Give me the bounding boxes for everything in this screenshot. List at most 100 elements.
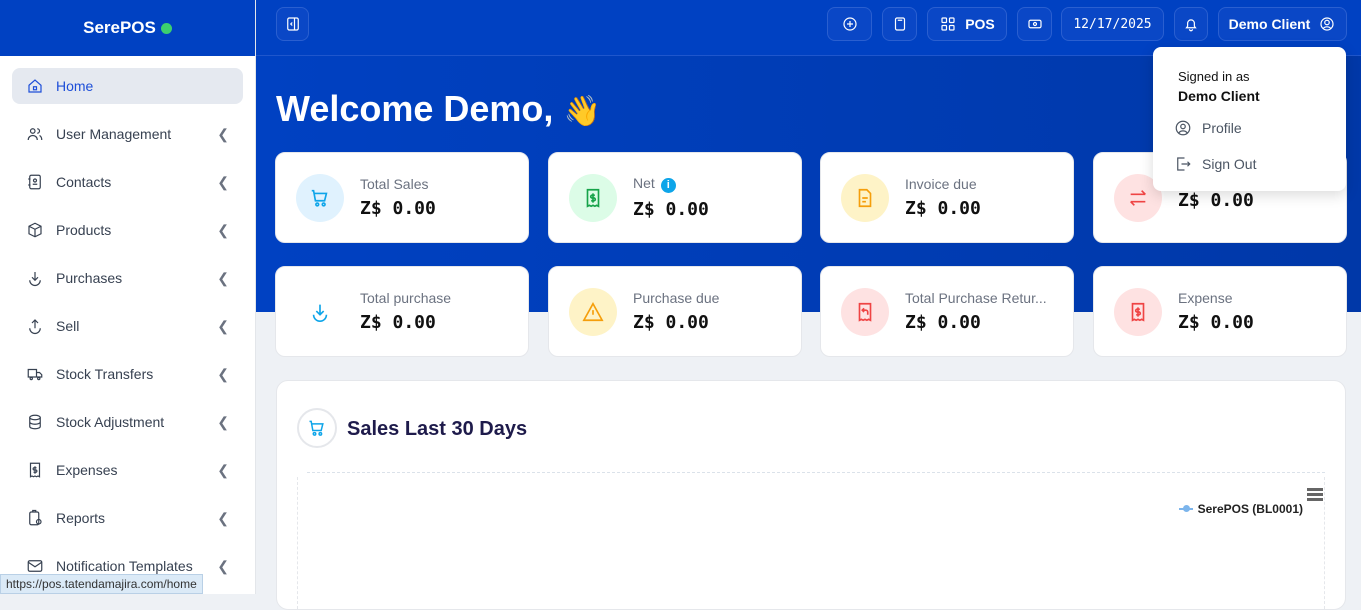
cash-icon (1027, 19, 1042, 29)
warning-icon (569, 287, 617, 336)
file-icon (841, 173, 889, 222)
legend-marker (1178, 505, 1193, 512)
stat-value: Z$ 0.00 (905, 198, 981, 219)
sidebar-item-sell[interactable]: Sell ❮ (12, 308, 243, 344)
chevron-left-icon: ❮ (217, 365, 229, 382)
toggle-sidebar-button[interactable] (276, 7, 309, 41)
chart-menu-button[interactable] (1307, 488, 1323, 501)
stat-label: Purchase due (633, 290, 720, 306)
sign-out-icon (1177, 157, 1191, 171)
sidebar-item-expenses[interactable]: Expenses ❮ (12, 452, 243, 488)
sidebar-item-reports[interactable]: Reports ❮ (12, 500, 243, 536)
truck-icon (27, 368, 43, 381)
box-icon (28, 222, 42, 238)
chevron-left-icon: ❮ (217, 221, 229, 238)
sidebar-item-label: Reports (56, 510, 106, 526)
sidebar-item-label: Expenses (56, 462, 118, 478)
user-circle-icon (1175, 120, 1191, 136)
stat-value: Z$ 0.00 (633, 199, 709, 220)
stat-card: Expense Z$ 0.00 (1093, 266, 1347, 357)
sidebar-item-purchases[interactable]: Purchases ❮ (12, 260, 243, 296)
upload-icon (29, 319, 41, 335)
contacts-icon (28, 174, 41, 190)
user-dropdown: Signed in as Demo Client Profile Sign Ou… (1153, 47, 1346, 191)
divider (307, 472, 1325, 473)
sidebar-item-label: Contacts (56, 174, 112, 190)
sign-out-menu-item[interactable]: Sign Out (1174, 146, 1346, 182)
sidebar-nav: Home User Management ❮ Contacts ❮ Products ❮ Pu… (0, 56, 255, 608)
info-icon[interactable]: i (660, 178, 676, 193)
stat-label: Invoice due (905, 176, 977, 192)
chevron-left-icon: ❮ (217, 413, 229, 430)
download-icon (296, 287, 344, 336)
receipt-icon (29, 462, 41, 478)
chevron-left-icon: ❮ (217, 461, 229, 478)
sidebar-item-products[interactable]: Products ❮ (12, 212, 243, 248)
chart-title: Sales Last 30 Days (347, 418, 528, 440)
sidebar-item-label: Purchases (56, 270, 123, 286)
stat-value: Z$ 0.00 (360, 198, 436, 219)
stat-label: Expense (1178, 290, 1233, 306)
sidebar-item-label: Stock Transfers (56, 366, 154, 382)
download-icon (29, 272, 41, 287)
sidebar-item-label: Products (56, 222, 112, 238)
user-circle-icon (1320, 17, 1334, 31)
stat-label: Total Sales (360, 176, 429, 192)
stat-card: Purchase due Z$ 0.00 (548, 266, 802, 357)
sidebar-item-contacts[interactable]: Contacts ❮ (12, 164, 243, 200)
calculator-button[interactable] (882, 7, 917, 41)
report-icon (29, 509, 42, 526)
chevron-left-icon: ❮ (217, 317, 229, 334)
stat-value: Z$ 0.00 (633, 312, 709, 333)
welcome-heading: Welcome Demo, 👋 (276, 88, 601, 129)
users-icon (27, 128, 43, 141)
stat-value: Z$ 0.00 (1178, 312, 1254, 333)
sidebar-item-label: Home (56, 78, 94, 94)
sidebar-item-label: Stock Adjustment (56, 414, 165, 430)
sidebar-item-user-management[interactable]: User Management ❮ (12, 116, 243, 152)
database-icon (29, 414, 41, 430)
user-menu-button[interactable]: Demo Client (1218, 7, 1347, 41)
sidebar-item-label: User Management (56, 126, 172, 142)
add-button[interactable] (827, 7, 872, 41)
stat-card: Total purchase Z$ 0.00 (275, 266, 529, 357)
chart-legend[interactable]: SerePOS (BL0001) (1178, 502, 1303, 516)
stat-value: Z$ 0.00 (1178, 190, 1254, 211)
stat-value: Z$ 0.00 (905, 312, 981, 333)
chevron-left-icon: ❮ (217, 269, 229, 286)
stat-card: Net i Z$ 0.00 (548, 152, 802, 243)
sidebar-item-stock-adjustment[interactable]: Stock Adjustment ❮ (12, 404, 243, 440)
cart-icon (297, 408, 337, 448)
mail-icon (27, 560, 43, 572)
stat-label: Total Purchase Retur... (905, 290, 1047, 306)
cart-icon (296, 173, 344, 222)
cash-button[interactable] (1017, 7, 1052, 41)
home-icon (28, 79, 42, 93)
profile-menu-item[interactable]: Profile (1174, 110, 1346, 146)
stat-card: Total Purchase Retur... Z$ 0.00 (820, 266, 1074, 357)
return-icon (841, 287, 889, 336)
receipt-dollar-icon (1114, 287, 1162, 336)
calculator-icon (894, 17, 905, 31)
chevron-left-icon: ❮ (217, 125, 229, 142)
sidebar-item-stock-transfers[interactable]: Stock Transfers ❮ (12, 356, 243, 392)
bell-icon (1185, 19, 1197, 32)
stat-value: Z$ 0.00 (360, 312, 436, 333)
stat-label: Net (633, 175, 655, 191)
status-dot (160, 22, 172, 34)
status-bar-url: https://pos.tatendamajira.com/home (0, 574, 203, 594)
grid-icon (941, 17, 955, 31)
receipt-dollar-icon (569, 173, 617, 222)
notifications-button[interactable] (1174, 7, 1208, 41)
sidebar-item-home[interactable]: Home (12, 68, 243, 104)
chart-area (297, 477, 1325, 609)
sidebar-item-label: Sell (56, 318, 80, 334)
chevron-left-icon: ❮ (217, 509, 229, 526)
sales-chart-card: Sales Last 30 Days SerePOS (BL0001) (276, 380, 1346, 610)
brand-logo[interactable]: SerePOS (0, 0, 255, 56)
pos-button[interactable]: POS (927, 7, 1007, 41)
sidebar-item-notification-templates[interactable]: Notification Templates ❮ (12, 548, 243, 584)
plus-circle-icon (842, 17, 857, 31)
chevron-left-icon: ❮ (217, 557, 229, 574)
date-display[interactable]: 12/17/2025 (1061, 7, 1164, 41)
